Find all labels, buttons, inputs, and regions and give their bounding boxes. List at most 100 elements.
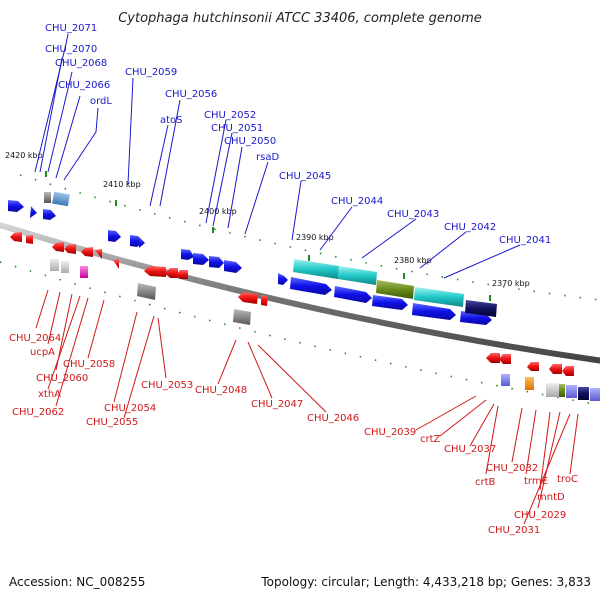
- gene-arrow[interactable]: [139, 238, 145, 248]
- gene-label[interactable]: CHU_2066: [58, 80, 110, 91]
- gene-arrow[interactable]: [8, 200, 24, 212]
- gene-arrow[interactable]: [261, 295, 268, 306]
- gene-label[interactable]: CHU_2052: [204, 110, 256, 121]
- gene-arrow[interactable]: [193, 253, 209, 265]
- leader-lines-bottom: [35, 289, 579, 525]
- gene-arrow[interactable]: [562, 366, 574, 376]
- gene-label[interactable]: CHU_2046: [307, 413, 359, 424]
- gene-label[interactable]: trmE: [524, 476, 548, 487]
- gene-label[interactable]: CHU_2042: [444, 222, 496, 233]
- gene-arrow[interactable]: [113, 259, 119, 269]
- gene-arrow[interactable]: [176, 270, 188, 279]
- gene-label[interactable]: troC: [557, 474, 578, 485]
- feature-blocks-lower: [50, 259, 600, 401]
- gene-arrow[interactable]: [81, 247, 93, 257]
- gene-arrow[interactable]: [10, 232, 22, 242]
- genome-summary-text: Topology: circular; Length: 4,433,218 bp…: [260, 575, 591, 589]
- gene-block[interactable]: [293, 259, 339, 279]
- gene-labels-top: CHU_2071 CHU_2070 CHU_2068 CHU_2066 ordL…: [45, 23, 551, 246]
- gene-label[interactable]: CHU_2037: [444, 444, 496, 455]
- gene-block[interactable]: [559, 384, 565, 397]
- gene-label[interactable]: ucpA: [30, 347, 55, 358]
- gene-label[interactable]: crtZ: [420, 434, 441, 445]
- gene-block[interactable]: [137, 283, 156, 300]
- gene-arrow[interactable]: [527, 362, 539, 371]
- gene-arrow[interactable]: [43, 209, 56, 220]
- gene-label[interactable]: CHU_2056: [165, 89, 217, 100]
- gene-block[interactable]: [546, 383, 559, 397]
- gene-label[interactable]: CHU_2060: [36, 373, 88, 384]
- gene-arrow[interactable]: [486, 353, 500, 363]
- gene-arrow[interactable]: [52, 242, 64, 252]
- gene-label[interactable]: CHU_2071: [45, 23, 97, 34]
- gene-block[interactable]: [465, 300, 497, 317]
- gene-block[interactable]: [52, 191, 70, 207]
- reverse-genes: [10, 232, 574, 376]
- gene-label[interactable]: CHU_2041: [499, 235, 551, 246]
- gene-label[interactable]: CHU_2029: [514, 510, 566, 521]
- genome-backbone: [0, 221, 600, 364]
- gene-label[interactable]: CHU_2062: [12, 407, 64, 418]
- gene-arrow[interactable]: [64, 244, 76, 254]
- gene-block[interactable]: [566, 385, 577, 398]
- gene-arrow[interactable]: [144, 266, 166, 277]
- gene-label[interactable]: crtB: [475, 477, 496, 488]
- gene-block[interactable]: [376, 280, 414, 299]
- gene-block[interactable]: [233, 309, 251, 325]
- gene-label[interactable]: CHU_2048: [195, 385, 247, 396]
- gene-label[interactable]: CHU_2039: [364, 427, 416, 438]
- gene-label[interactable]: CHU_2064: [9, 333, 61, 344]
- gene-label[interactable]: CHU_2055: [86, 417, 138, 428]
- gene-label[interactable]: xthA: [38, 389, 61, 400]
- gene-label[interactable]: CHU_2058: [63, 359, 115, 370]
- gene-label[interactable]: CHU_2031: [488, 525, 540, 536]
- gene-arrow[interactable]: [238, 292, 258, 304]
- gene-arrow[interactable]: [95, 249, 102, 259]
- gene-arrow[interactable]: [26, 235, 33, 244]
- gene-arrow[interactable]: [209, 256, 224, 268]
- gene-block[interactable]: [525, 377, 534, 390]
- gene-arrow[interactable]: [549, 364, 562, 374]
- gene-label[interactable]: CHU_2070: [45, 44, 97, 55]
- gene-label[interactable]: CHU_2043: [387, 209, 439, 220]
- gene-label[interactable]: CHU_2051: [211, 123, 263, 134]
- gene-arrow[interactable]: [412, 303, 456, 320]
- gene-block[interactable]: [414, 287, 464, 307]
- gene-label[interactable]: atoS: [160, 115, 183, 126]
- scale-track-lower: [0, 261, 600, 406]
- scale-label: 2420 kbp: [5, 151, 43, 160]
- gene-arrow[interactable]: [165, 268, 178, 278]
- gene-arrow[interactable]: [108, 230, 121, 242]
- feature-blocks-upper: [44, 191, 497, 317]
- gene-label[interactable]: CHU_2032: [486, 463, 538, 474]
- gene-label[interactable]: CHU_2053: [141, 380, 193, 391]
- gene-label[interactable]: mntD: [537, 492, 565, 503]
- gene-label[interactable]: CHU_2059: [125, 67, 177, 78]
- gene-arrow[interactable]: [372, 295, 408, 310]
- gene-arrow[interactable]: [224, 260, 242, 273]
- gene-arrow[interactable]: [278, 273, 288, 285]
- gene-block[interactable]: [61, 261, 69, 273]
- gene-arrow[interactable]: [181, 249, 194, 260]
- gene-block[interactable]: [80, 266, 88, 278]
- gene-label[interactable]: rsaD: [256, 152, 279, 163]
- gene-arrow[interactable]: [499, 354, 511, 364]
- gene-arrow[interactable]: [30, 206, 37, 218]
- gene-block[interactable]: [501, 374, 510, 386]
- gene-label[interactable]: CHU_2045: [279, 171, 331, 182]
- gene-block[interactable]: [578, 387, 589, 400]
- gene-arrow[interactable]: [334, 286, 372, 303]
- gene-label[interactable]: CHU_2047: [251, 399, 303, 410]
- gene-arrow[interactable]: [290, 277, 332, 295]
- map-title: Cytophaga hutchinsonii ATCC 33406, compl…: [118, 11, 482, 26]
- gene-block[interactable]: [50, 259, 59, 271]
- gene-label[interactable]: CHU_2044: [331, 196, 383, 207]
- scale-labels: 2420 kbp 2410 kbp 2400 kbp 2390 kbp 2380…: [5, 151, 530, 288]
- gene-block[interactable]: [44, 192, 51, 203]
- gene-label[interactable]: ordL: [90, 96, 112, 107]
- gene-block[interactable]: [338, 266, 377, 285]
- gene-label[interactable]: CHU_2054: [104, 403, 156, 414]
- gene-label[interactable]: CHU_2050: [224, 136, 276, 147]
- gene-block[interactable]: [590, 388, 600, 401]
- gene-label[interactable]: CHU_2068: [55, 58, 107, 69]
